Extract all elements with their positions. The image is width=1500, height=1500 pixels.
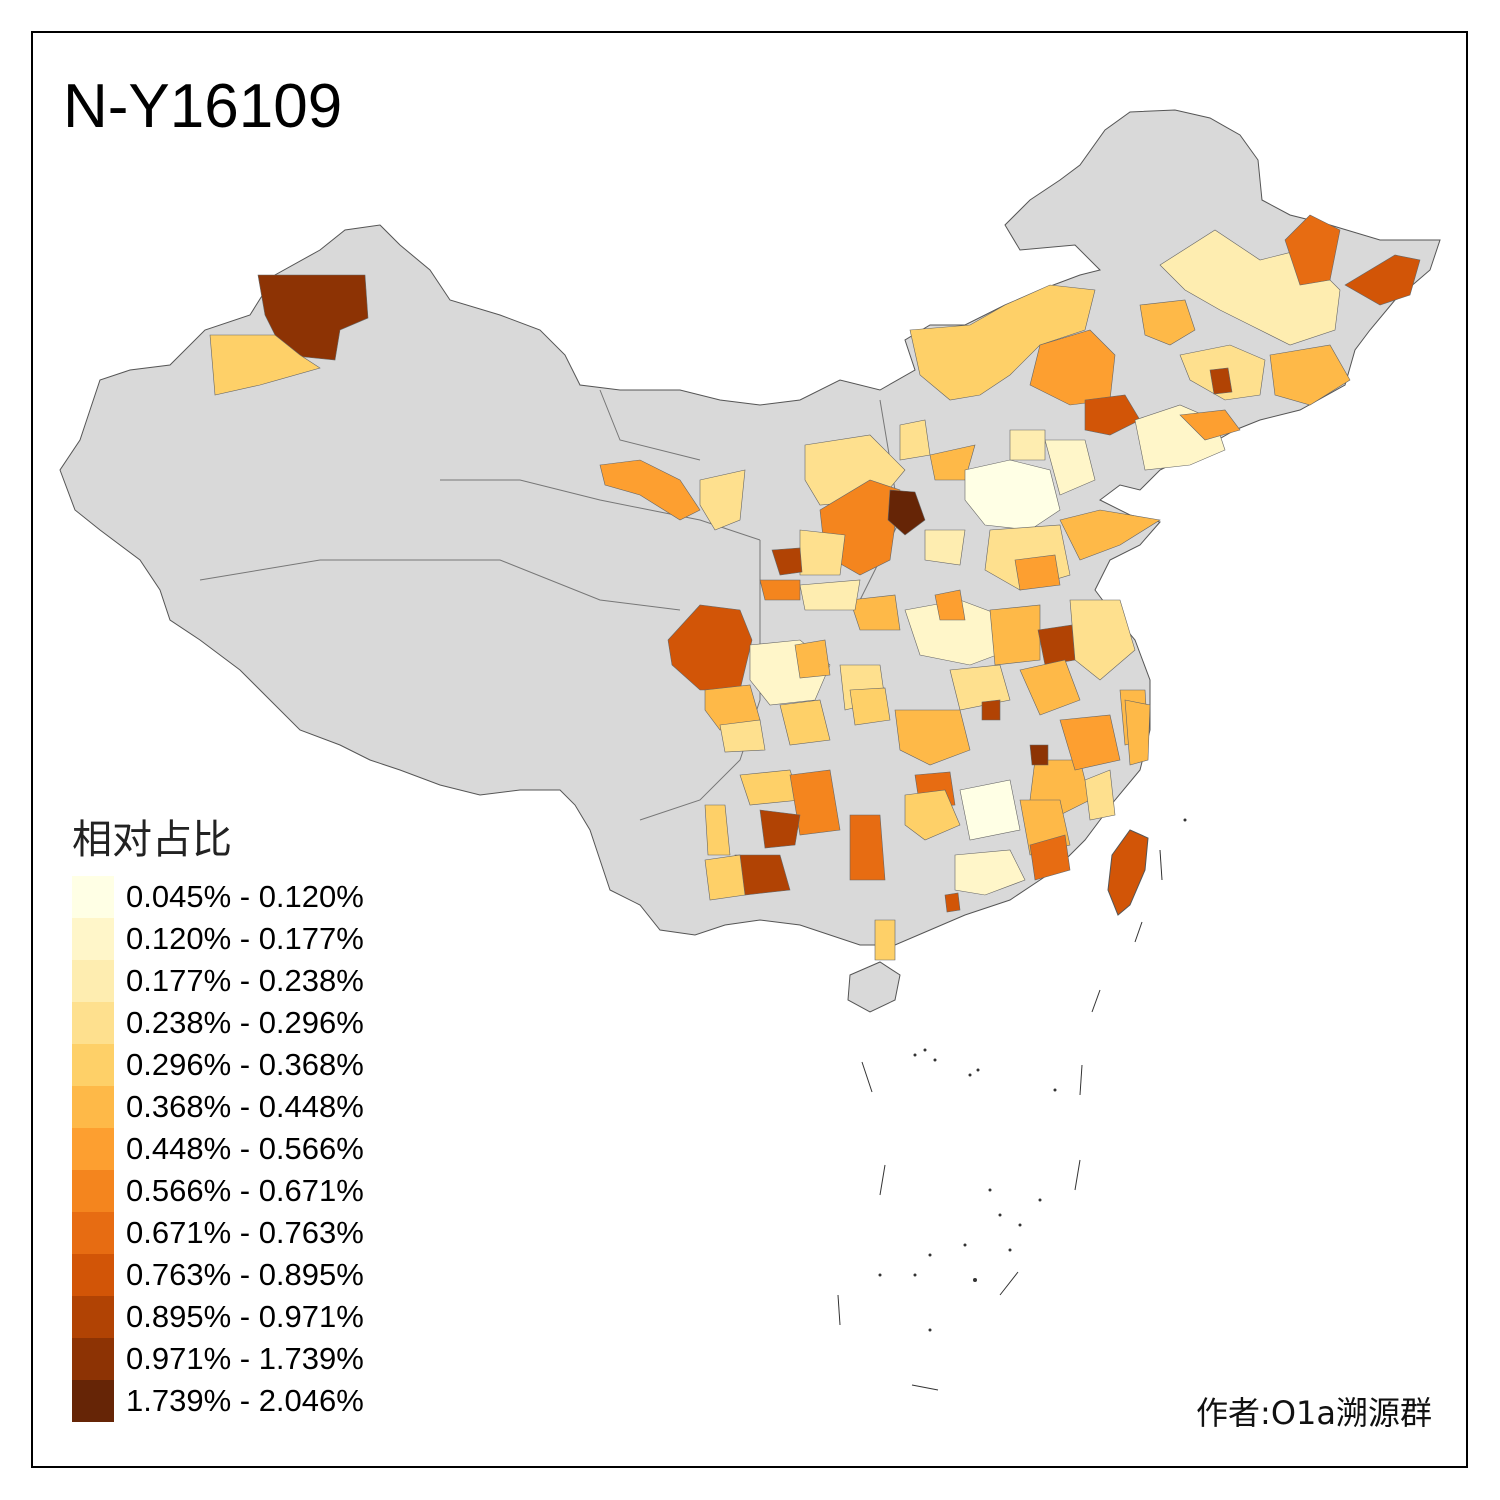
legend-label: 0.296% - 0.368% bbox=[126, 1047, 364, 1082]
legend-label: 1.739% - 2.046% bbox=[126, 1383, 364, 1418]
legend-swatch bbox=[72, 1296, 114, 1338]
legend-label: 0.895% - 0.971% bbox=[126, 1299, 364, 1334]
legend-swatch bbox=[72, 1338, 114, 1380]
hainan-island bbox=[847, 961, 901, 1013]
island-dots bbox=[878, 818, 1187, 1332]
south-sea-marks bbox=[837, 849, 1163, 1391]
map-frame bbox=[31, 31, 1468, 1468]
legend-item: 0.671% - 0.763% bbox=[72, 1212, 364, 1254]
legend-label: 0.971% - 1.739% bbox=[126, 1341, 364, 1376]
legend-label: 0.448% - 0.566% bbox=[126, 1131, 364, 1166]
legend-item: 0.120% - 0.177% bbox=[72, 918, 364, 960]
legend-item: 0.895% - 0.971% bbox=[72, 1296, 364, 1338]
legend-item: 0.238% - 0.296% bbox=[72, 1002, 364, 1044]
legend-label: 0.368% - 0.448% bbox=[126, 1089, 364, 1124]
taiwan-island bbox=[1107, 829, 1149, 916]
legend-item: 0.448% - 0.566% bbox=[72, 1128, 364, 1170]
legend-swatch bbox=[72, 1128, 114, 1170]
legend-item: 1.739% - 2.046% bbox=[72, 1380, 364, 1422]
legend-swatch bbox=[72, 1380, 114, 1422]
legend-label: 0.238% - 0.296% bbox=[126, 1005, 364, 1040]
legend-item: 0.368% - 0.448% bbox=[72, 1086, 364, 1128]
author-credit: 作者:O1a溯源群 bbox=[1196, 1394, 1432, 1432]
legend-label: 0.045% - 0.120% bbox=[126, 879, 364, 914]
legend-item: 0.763% - 0.895% bbox=[72, 1254, 364, 1296]
legend-label: 0.120% - 0.177% bbox=[126, 921, 364, 956]
legend-label: 0.566% - 0.671% bbox=[126, 1173, 364, 1208]
legend-swatch bbox=[72, 1254, 114, 1296]
legend-swatch bbox=[72, 1002, 114, 1044]
legend-item: 0.177% - 0.238% bbox=[72, 960, 364, 1002]
legend-swatch bbox=[72, 1170, 114, 1212]
legend-title: 相对占比 bbox=[72, 817, 232, 863]
legend-item: 0.296% - 0.368% bbox=[72, 1044, 364, 1086]
legend-swatch bbox=[72, 1212, 114, 1254]
legend-items: 0.045% - 0.120% 0.120% - 0.177% 0.177% - 0… bbox=[72, 876, 364, 1422]
legend-item: 0.566% - 0.671% bbox=[72, 1170, 364, 1212]
legend-swatch bbox=[72, 876, 114, 918]
legend-label: 0.177% - 0.238% bbox=[126, 963, 364, 998]
legend-swatch bbox=[72, 1086, 114, 1128]
legend-swatch bbox=[72, 918, 114, 960]
legend-item: 0.971% - 1.739% bbox=[72, 1338, 364, 1380]
legend-label: 0.671% - 0.763% bbox=[126, 1215, 364, 1250]
legend: 相对占比 0.045% - 0.120% 0.120% - 0.177% 0.177… bbox=[72, 820, 364, 1422]
data-regions bbox=[209, 214, 1421, 961]
legend-item: 0.045% - 0.120% bbox=[72, 876, 364, 918]
legend-label: 0.763% - 0.895% bbox=[126, 1257, 364, 1292]
legend-swatch bbox=[72, 1044, 114, 1086]
map-title: N-Y16109 bbox=[63, 72, 343, 141]
legend-swatch bbox=[72, 960, 114, 1002]
